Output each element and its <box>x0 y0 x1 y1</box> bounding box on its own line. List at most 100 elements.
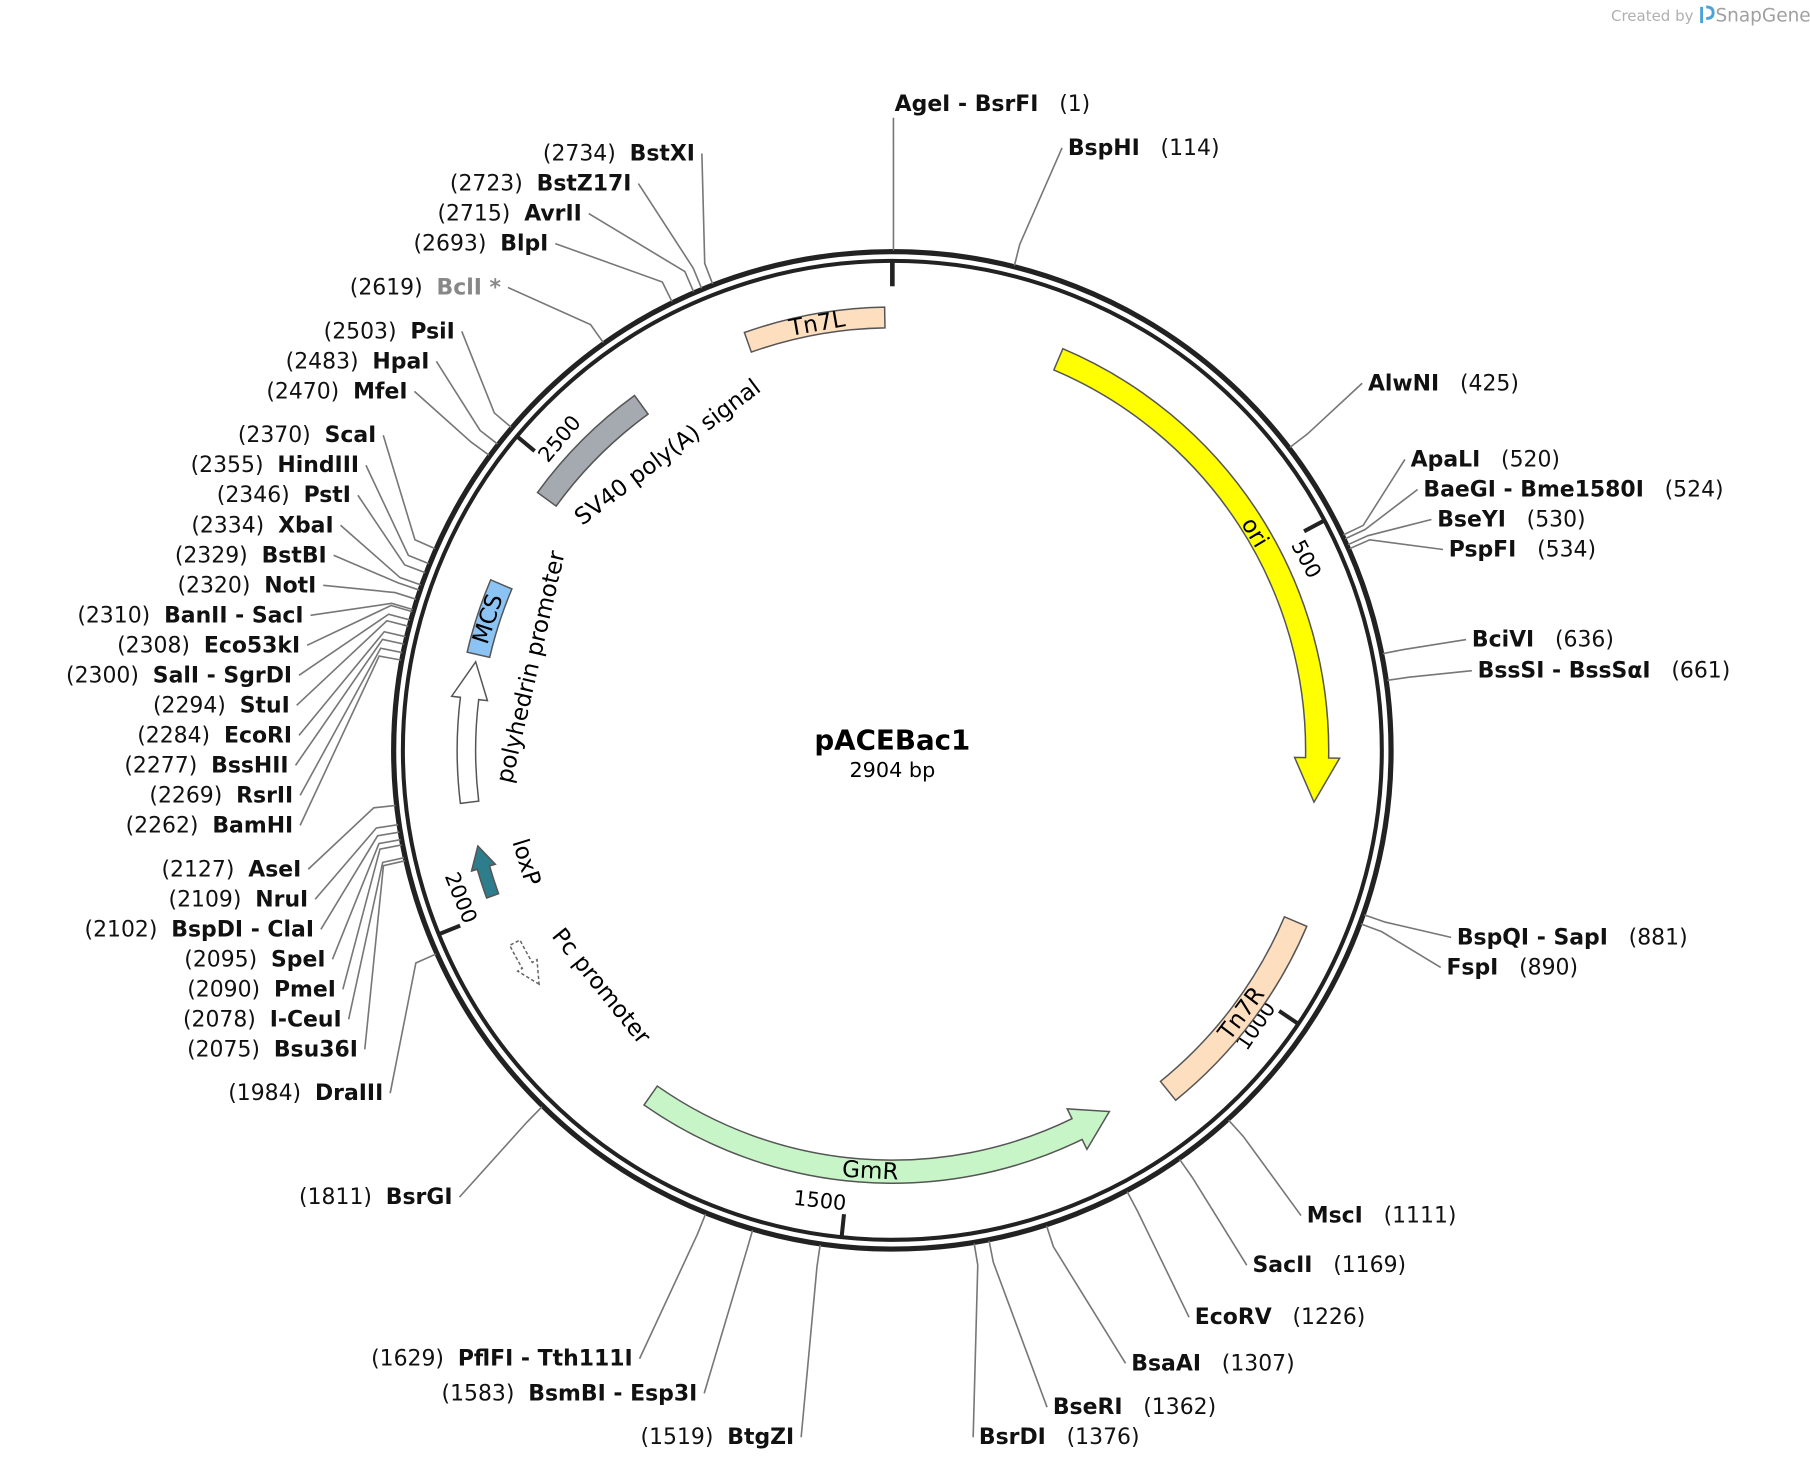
cut-site-line <box>1360 923 1442 969</box>
site-name: DraIII <box>315 1081 383 1106</box>
site-label: BseRI (1362) <box>1053 1395 1216 1420</box>
cut-site-line <box>298 613 411 676</box>
cut-site-line <box>363 860 406 1050</box>
cut-site-line <box>1289 382 1363 448</box>
site-position: (2715) <box>437 201 510 226</box>
site-label: (2503) PsiI <box>324 319 455 344</box>
site-position: (2370) <box>238 423 311 448</box>
tick-label: 2000 <box>440 869 482 927</box>
feature <box>470 844 500 899</box>
site-position: (534) <box>1537 537 1596 562</box>
watermark-prefix: Created by <box>1611 7 1694 25</box>
site-name: BamHI <box>212 813 293 838</box>
site-name: NruI <box>255 887 308 912</box>
site-label: (2262) BamHI <box>126 813 294 838</box>
site-label: (2294) StuI <box>153 693 290 718</box>
site-name: BstXI <box>630 141 695 166</box>
site-label: (2334) XbaI <box>191 513 333 538</box>
site-label: SacII (1169) <box>1253 1253 1407 1278</box>
cut-site-line <box>554 242 673 303</box>
feature-label: polyhedrin promoter <box>492 548 571 786</box>
site-position: (1) <box>1059 91 1090 116</box>
tick-mark <box>1278 1009 1300 1026</box>
site-label: BsaAI (1307) <box>1131 1351 1294 1376</box>
site-position: (2102) <box>85 917 158 942</box>
site-name: BsmBI - Esp3I <box>528 1381 697 1406</box>
site-name: BspHI <box>1068 135 1140 160</box>
tick-mark <box>437 923 461 937</box>
site-name: BspQI - SapI <box>1457 925 1608 950</box>
site-position: (2346) <box>217 483 290 508</box>
feature <box>536 394 650 508</box>
site-label: (2483) HpaI <box>286 349 430 374</box>
site-position: (2619) <box>350 275 423 300</box>
site-position: (661) <box>1671 658 1730 683</box>
site-label: BsrDI (1376) <box>979 1425 1140 1450</box>
cut-site-line <box>389 953 437 1094</box>
cut-site-line <box>306 604 413 647</box>
site-position: (1169) <box>1333 1253 1406 1278</box>
site-name: PstI <box>304 483 351 508</box>
cut-site-line <box>357 494 426 574</box>
cut-site-line <box>340 524 421 586</box>
site-position: (1226) <box>1292 1305 1365 1330</box>
site-label: (1811) BsrGI <box>299 1185 452 1210</box>
site-name: BseYI <box>1437 507 1506 532</box>
cut-site-line <box>299 647 403 796</box>
site-label: (2723) BstZ17I <box>450 171 632 196</box>
site-position: (520) <box>1501 447 1560 472</box>
site-name: StuI <box>240 693 290 718</box>
site-label: BspQI - SapI (881) <box>1457 925 1688 950</box>
site-position: (2277) <box>124 753 197 778</box>
site-label: (2095) SpeI <box>184 947 325 972</box>
site-label: AgeI - BsrFI (1) <box>895 91 1091 116</box>
site-name: SpeI <box>271 947 326 972</box>
site-position: (524) <box>1665 477 1724 502</box>
site-position: (425) <box>1460 371 1519 396</box>
tick-mark <box>515 434 536 453</box>
site-label: (2277) BssHII <box>124 753 288 778</box>
cut-site-line <box>1013 147 1063 266</box>
site-label: FspI (890) <box>1446 955 1578 980</box>
plasmid-name: pACEBac1 <box>814 723 970 756</box>
cut-site-line <box>299 655 401 826</box>
site-label: (2078) I-CeuI <box>183 1007 342 1032</box>
site-position: (2320) <box>177 573 250 598</box>
site-position: (1376) <box>1067 1425 1140 1450</box>
site-label: (2300) SalI - SgrDI <box>66 663 292 688</box>
tick-mark <box>1303 518 1326 534</box>
site-position: (2693) <box>414 231 487 256</box>
site-label: (1583) BsmBI - Esp3I <box>442 1381 698 1406</box>
cut-site-line <box>972 1243 979 1438</box>
site-name: EcoRI <box>224 723 292 748</box>
tick-mark <box>839 1214 847 1238</box>
cut-site-line <box>588 212 695 293</box>
site-name: MfeI <box>353 379 407 404</box>
site-position: (2334) <box>191 513 264 538</box>
site-position: (2284) <box>137 723 210 748</box>
feature <box>743 306 886 354</box>
site-label: (2715) AvrII <box>437 201 581 226</box>
cut-site-line <box>1382 638 1467 655</box>
site-name: BstBI <box>262 543 327 568</box>
site-label: MscI (1111) <box>1307 1203 1457 1228</box>
site-position: (636) <box>1555 627 1614 652</box>
site-label: BssSI - BssSαI (661) <box>1478 658 1731 683</box>
site-position: (2127) <box>161 857 234 882</box>
cut-site-line <box>296 619 409 706</box>
tick-label: 1500 <box>792 1186 847 1215</box>
site-position: (2723) <box>450 171 523 196</box>
site-label: (2102) BspDI - ClaI <box>85 917 314 942</box>
site-position: (2269) <box>149 783 222 808</box>
feature <box>508 939 540 986</box>
feature-label: loxP <box>506 836 545 889</box>
site-label: (2308) Eco53kI <box>117 633 300 658</box>
site-name: BsaAI <box>1131 1351 1201 1376</box>
watermark-brand: SnapGene <box>1715 6 1810 27</box>
site-position: (1307) <box>1222 1351 1295 1376</box>
site-label: (2355) HindIII <box>191 453 359 478</box>
site-position: (2095) <box>184 947 257 972</box>
cut-site-line <box>347 856 405 1020</box>
cut-site-line <box>1364 914 1452 939</box>
